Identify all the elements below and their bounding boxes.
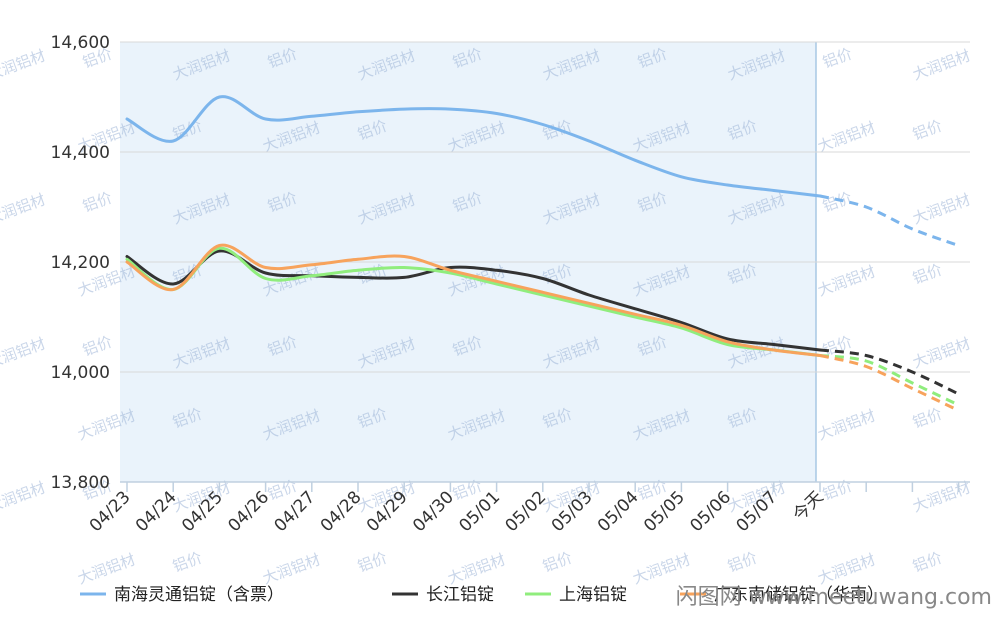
watermark-price: 铝价 xyxy=(910,261,944,288)
watermark-price: 铝价 xyxy=(820,45,854,72)
series-line xyxy=(125,95,822,198)
watermark-price: 铝价 xyxy=(80,333,114,360)
watermark-brand: 大润铝材 xyxy=(815,550,878,587)
watermark-brand: 大润铝材 xyxy=(0,334,48,371)
watermark-brand: 大润铝材 xyxy=(75,550,138,587)
watermark-price: 铝价 xyxy=(910,549,944,576)
watermark-brand: 大润铝材 xyxy=(815,406,878,443)
series-forecast-line xyxy=(819,354,960,407)
watermark-brand: 大润铝材 xyxy=(0,190,48,227)
watermark-price: 铝价 xyxy=(910,117,944,144)
watermark-price: 铝价 xyxy=(540,549,574,576)
site-watermark: 闪图网 www.meetuwang.com xyxy=(676,585,992,610)
watermark-brand: 大润铝材 xyxy=(910,190,973,227)
series-forecast-line xyxy=(819,348,960,396)
x-tick-label: 04/24 xyxy=(132,487,181,536)
watermark-price: 铝价 xyxy=(355,549,389,576)
y-tick-label: 14,400 xyxy=(51,143,110,163)
watermark-price: 铝价 xyxy=(170,549,204,576)
x-tick-label: 04/28 xyxy=(317,487,366,536)
series-forecast-line xyxy=(819,194,960,247)
y-tick-label: 14,000 xyxy=(51,363,110,383)
watermark-brand: 大润铝材 xyxy=(260,550,323,587)
legend-label: 上海铝锭 xyxy=(559,585,627,605)
watermark-brand: 大润铝材 xyxy=(0,478,48,515)
watermark-brand: 大润铝材 xyxy=(910,46,973,83)
watermark-brand: 大润铝材 xyxy=(630,550,693,587)
watermark-brand: 大润铝材 xyxy=(815,262,878,299)
y-tick-label: 14,200 xyxy=(51,253,110,273)
watermark-brand: 大润铝材 xyxy=(0,46,48,83)
watermark-price: 铝价 xyxy=(80,189,114,216)
watermark-price: 铝价 xyxy=(725,549,759,576)
watermark-brand: 大润铝材 xyxy=(910,478,973,515)
series-forecast-line xyxy=(819,354,960,412)
y-tick-label: 14,600 xyxy=(51,33,110,53)
x-tick-label: 05/02 xyxy=(502,487,551,536)
legend-label: 广东南储铝锭（华南） xyxy=(714,585,884,605)
legend: 南海灵通铝锭（含票） 长江铝锭 上海铝锭 广东南储铝锭（华南） xyxy=(80,585,884,605)
watermark-brand: 大润铝材 xyxy=(815,118,878,155)
series-line xyxy=(125,243,822,357)
x-tick-label: 05/06 xyxy=(686,487,735,536)
legend-label: 长江铝锭 xyxy=(426,585,494,605)
series-line xyxy=(125,246,822,357)
legend-label: 南海灵通铝锭（含票） xyxy=(114,585,284,605)
watermark-price: 铝价 xyxy=(910,405,944,432)
series-layer xyxy=(125,95,960,412)
watermark-brand: 大润铝材 xyxy=(445,550,508,587)
watermark-brand: 大润铝材 xyxy=(910,334,973,371)
y-tick-label: 13,800 xyxy=(51,473,110,493)
